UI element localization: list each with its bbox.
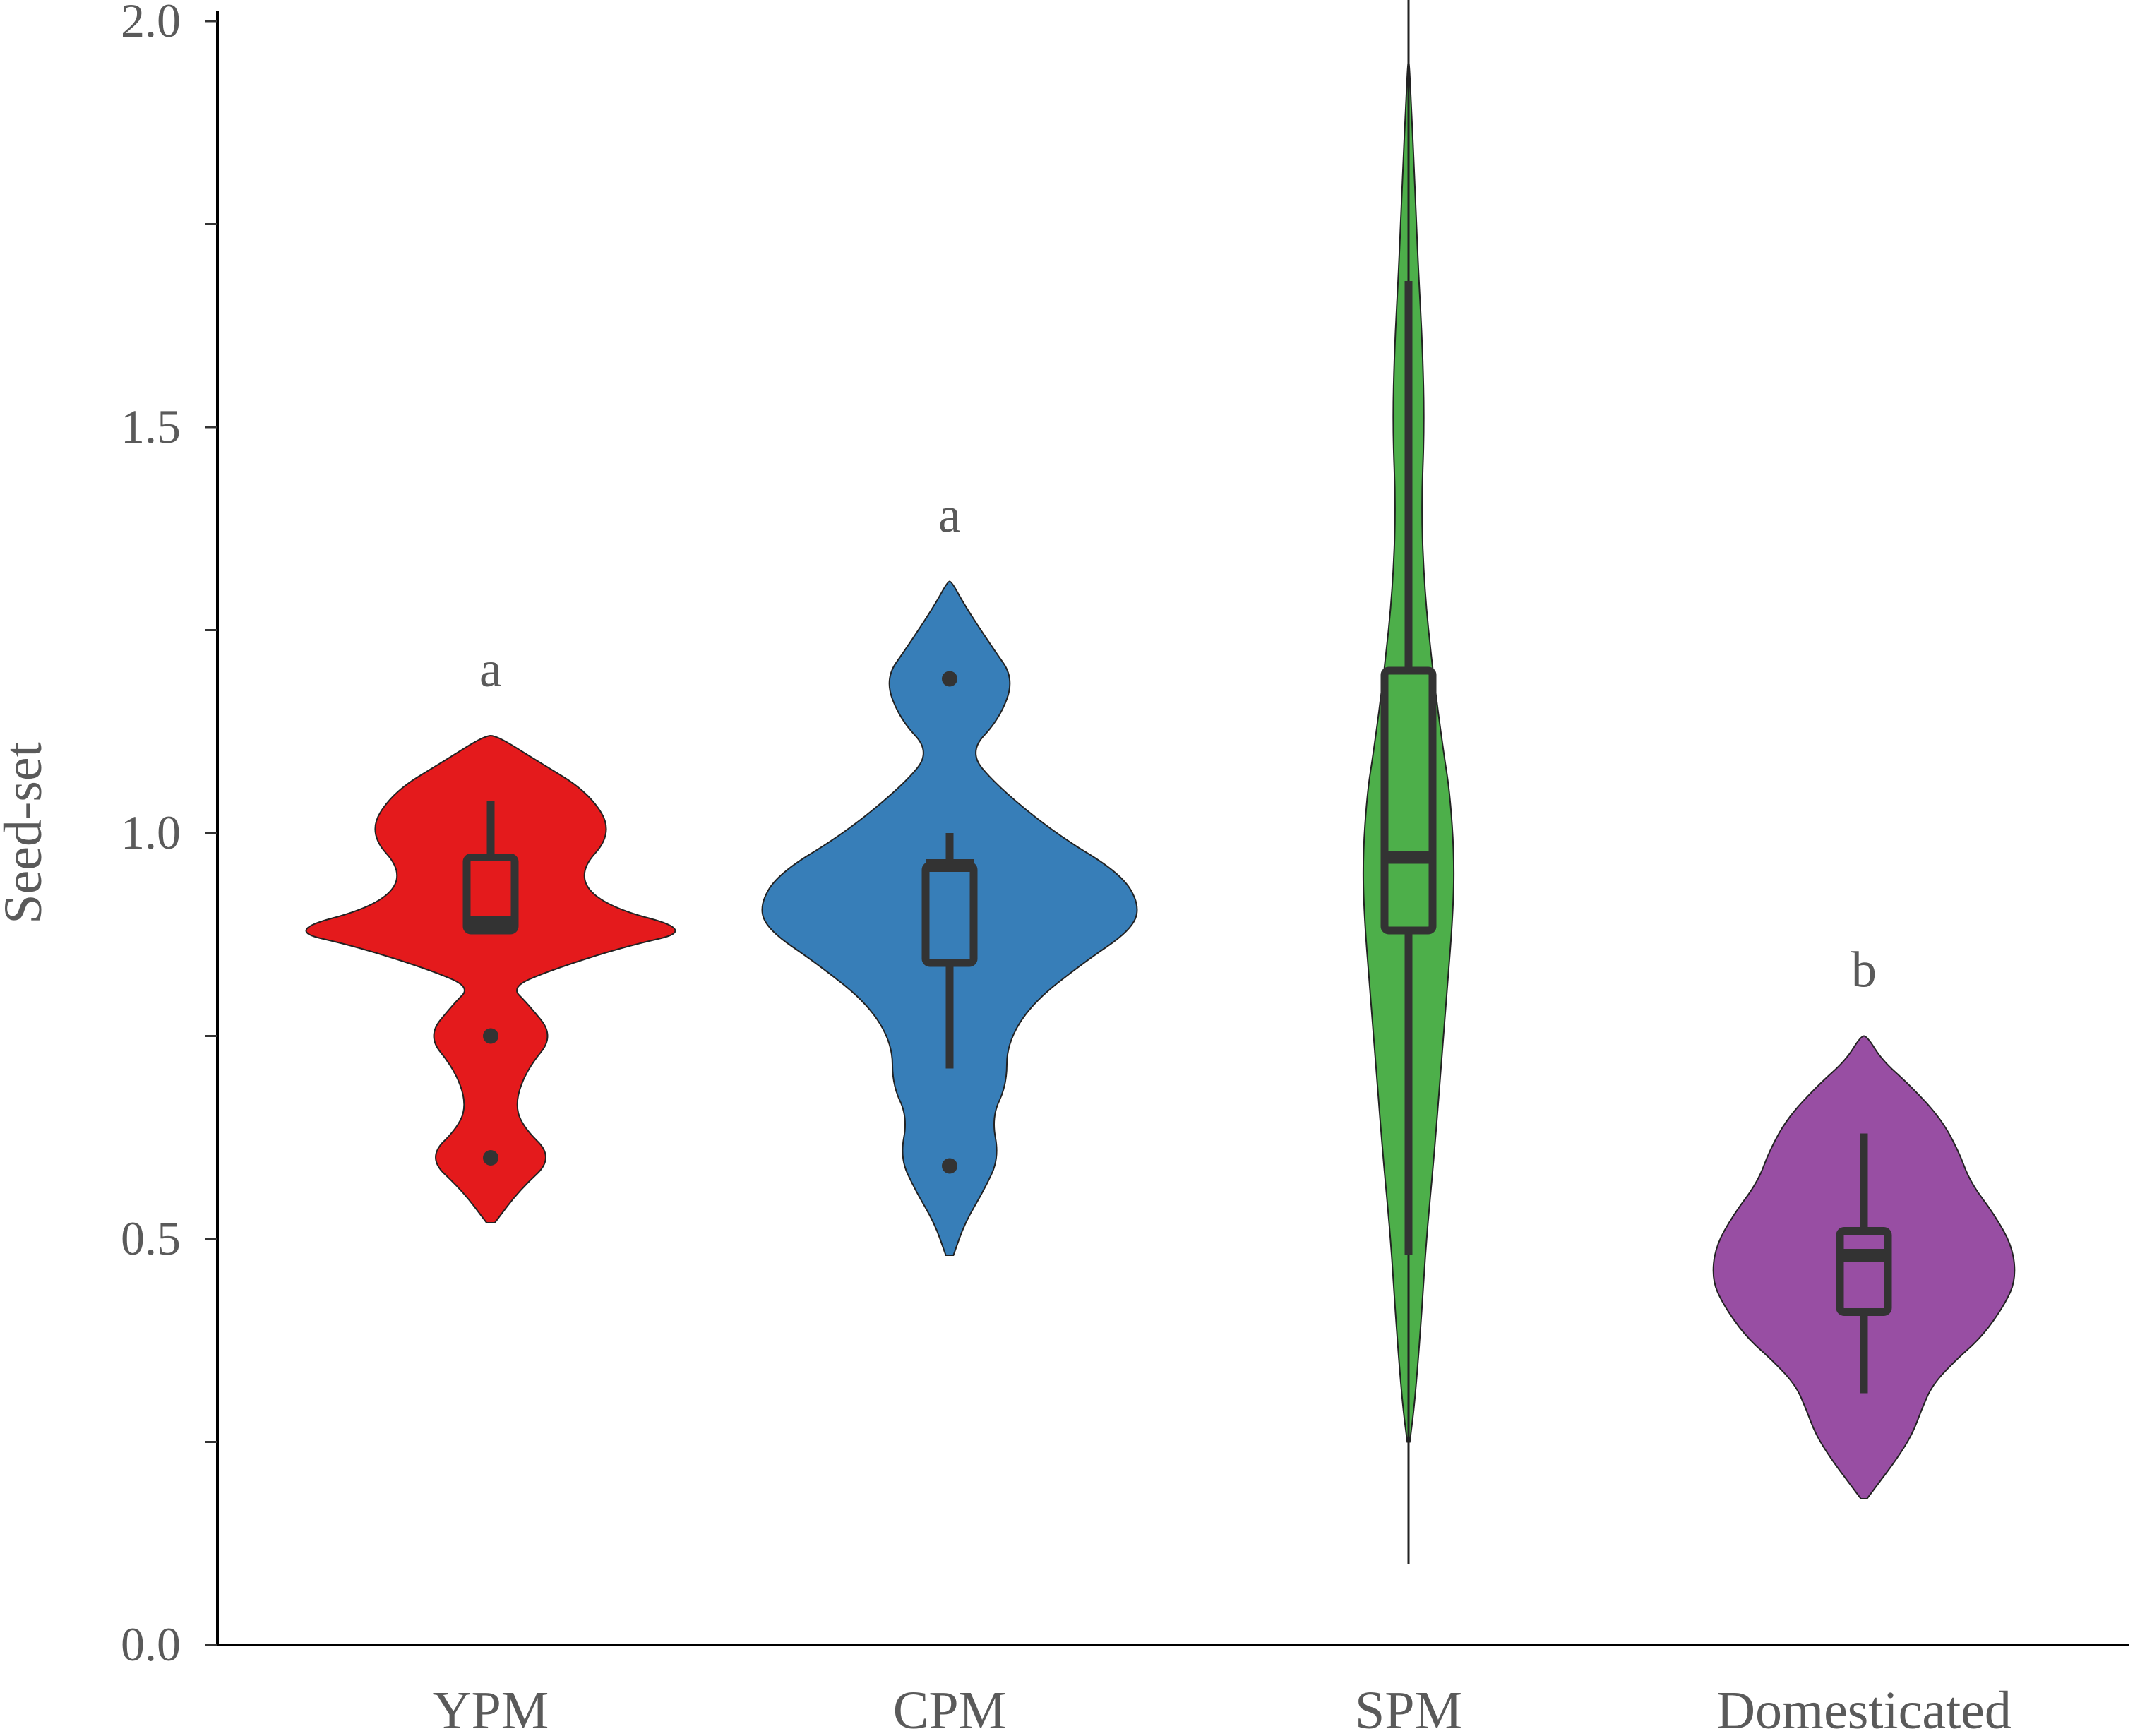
violin-ypm: [305, 734, 676, 1223]
y-ticks: 0.0 0.5 1.0 1.5 2.0: [121, 0, 217, 1671]
y-tick-label: 2.0: [121, 0, 181, 47]
x-category-labels: YPM CPM SPM Domesticated: [433, 1681, 2012, 1736]
y-tick-label: 1.5: [121, 400, 181, 453]
significance-letter: a: [479, 641, 502, 698]
iqr-box: [1836, 1227, 1892, 1316]
significance-letter: a: [938, 487, 961, 544]
y-tick-label: 0.0: [121, 1617, 181, 1671]
iqr-box: [462, 854, 519, 935]
x-category-label: YPM: [433, 1681, 549, 1736]
iqr-box: [1380, 666, 1437, 935]
significance-letter: b: [1851, 942, 1877, 998]
x-category-label: SPM: [1355, 1681, 1462, 1736]
axes: 0.0 0.5 1.0 1.5 2.0 YPM CPM SPM Domesticated: [121, 0, 2129, 1736]
violin-layer: [305, 0, 2016, 1564]
iqr-box: [921, 861, 978, 967]
boxplot-layer: [462, 281, 1892, 1394]
y-tick-label: 1.0: [121, 806, 181, 859]
outlier-point: [483, 1028, 498, 1044]
significance-letters: aaab: [479, 487, 1877, 998]
outlier-point: [942, 1158, 957, 1174]
x-category-label: CPM: [893, 1681, 1007, 1736]
x-category-label: Domesticated: [1716, 1681, 2012, 1736]
outlier-point: [942, 671, 957, 687]
y-axis-title: Seed-set: [0, 742, 53, 923]
outlier-point: [483, 1150, 498, 1166]
y-tick-label: 0.5: [121, 1211, 181, 1265]
